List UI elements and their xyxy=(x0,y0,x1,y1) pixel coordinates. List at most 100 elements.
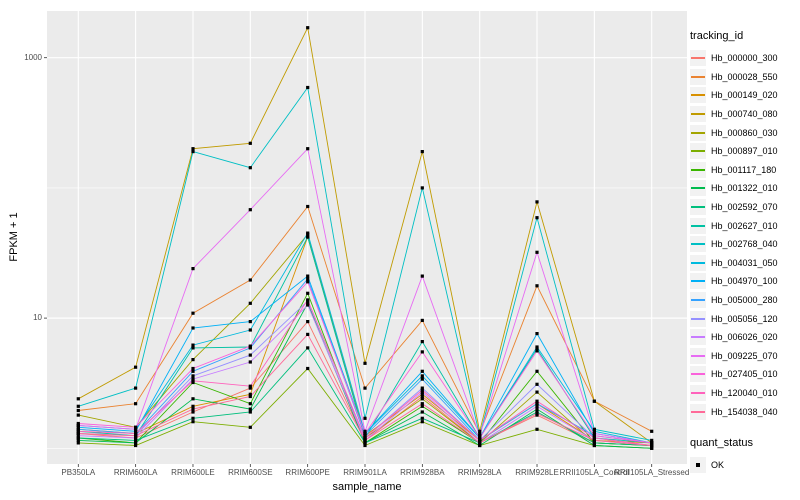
x-tick-label-RRIM600LE: RRIM600LE xyxy=(171,468,215,477)
legend-key-box xyxy=(690,124,706,141)
data-point xyxy=(306,366,310,371)
data-point xyxy=(592,427,596,431)
legend-label: Hb_027405_010 xyxy=(711,369,778,380)
legend-label: Hb_004970_100 xyxy=(711,276,778,287)
data-point xyxy=(306,235,310,239)
legend-entry-Hb_000897_010: Hb_000897_010 xyxy=(690,142,798,161)
data-point xyxy=(306,303,310,307)
legend-label: Hb_000149_020 xyxy=(711,90,778,101)
legend-label: Hb_009225_070 xyxy=(711,350,778,361)
legend-line-icon xyxy=(691,373,705,376)
data-point xyxy=(420,150,424,154)
data-point xyxy=(76,427,80,431)
data-point xyxy=(248,320,252,324)
data-point xyxy=(478,438,482,442)
data-point xyxy=(420,369,424,373)
data-point xyxy=(306,332,310,336)
data-point xyxy=(650,441,654,445)
legend-entry-Hb_000000_300: Hb_000000_300 xyxy=(690,49,798,68)
data-point xyxy=(363,438,367,442)
data-point xyxy=(420,274,424,278)
data-point xyxy=(650,438,654,442)
data-point xyxy=(363,431,367,436)
data-point xyxy=(134,443,138,448)
data-point xyxy=(363,361,367,365)
data-point xyxy=(248,407,252,411)
data-point xyxy=(248,392,252,396)
data-point xyxy=(535,216,539,220)
data-point xyxy=(478,436,482,440)
legend-line-icon xyxy=(691,131,705,134)
y-axis-title: FPKM + 1 xyxy=(8,212,20,262)
data-point xyxy=(191,416,195,420)
legend-entry-Hb_154038_040: Hb_154038_040 xyxy=(690,402,798,421)
data-point xyxy=(363,443,367,448)
data-point xyxy=(134,425,138,429)
legend-entry-Hb_002768_040: Hb_002768_040 xyxy=(690,235,798,254)
legend-entry-quant-ok: OK xyxy=(690,456,798,475)
data-point xyxy=(306,277,310,281)
legend-key-box xyxy=(690,161,706,178)
data-point xyxy=(248,166,252,170)
x-tick-label-RRIM600PE: RRIM600PE xyxy=(285,468,330,477)
legend-label: Hb_000897_010 xyxy=(711,146,778,157)
data-point xyxy=(306,291,310,295)
data-point xyxy=(306,204,310,209)
data-point xyxy=(306,26,310,30)
data-point xyxy=(191,267,195,271)
x-axis-title: sample_name xyxy=(332,481,402,493)
data-point xyxy=(191,374,195,378)
legend-line-icon xyxy=(691,317,705,320)
legend-line-icon xyxy=(691,354,705,357)
legend-label: Hb_000860_030 xyxy=(711,127,778,138)
legend-key-box xyxy=(690,273,706,290)
legend-line-icon xyxy=(691,150,705,153)
legend-entry-Hb_002627_010: Hb_002627_010 xyxy=(690,216,798,235)
legend-entries: Hb_000000_300 Hb_000028_550 Hb_000149_020 H… xyxy=(690,49,798,421)
legend-label: Hb_006026_020 xyxy=(711,332,778,343)
data-point xyxy=(191,369,195,373)
legend-entry-Hb_000740_080: Hb_000740_080 xyxy=(690,105,798,124)
data-point xyxy=(420,388,424,392)
data-point xyxy=(592,436,596,440)
y-tick-label-10: 10 xyxy=(33,313,42,323)
data-point xyxy=(420,402,424,406)
data-point xyxy=(191,397,195,401)
data-point xyxy=(191,380,195,385)
data-point xyxy=(191,366,195,371)
data-point xyxy=(478,431,482,436)
data-point xyxy=(248,301,252,305)
legend-key-box xyxy=(690,87,706,104)
legend-key-box xyxy=(690,68,706,85)
legend-label: Hb_000000_300 xyxy=(711,53,778,64)
legend-label: Hb_154038_040 xyxy=(711,406,778,417)
x-tick-label-RRIM928LA: RRIM928LA xyxy=(457,468,502,477)
legend-entry-Hb_001117_180: Hb_001117_180 xyxy=(690,161,798,180)
legend-entry-Hb_004970_100: Hb_004970_100 xyxy=(690,272,798,291)
legend-key-box xyxy=(690,403,706,420)
legend-key-box xyxy=(690,199,706,216)
legend-line-icon xyxy=(691,299,705,302)
data-point xyxy=(76,408,80,413)
legend-line-icon xyxy=(691,410,705,413)
x-tick-label-RRIM600SE: RRIM600SE xyxy=(228,468,273,477)
data-point xyxy=(420,186,424,190)
data-point xyxy=(248,384,252,388)
legend: tracking_id Hb_000000_300 Hb_000028_550 Hb… xyxy=(690,30,798,474)
legend-line-icon xyxy=(691,168,705,171)
data-point xyxy=(76,438,80,442)
data-point xyxy=(592,429,596,433)
legend-line-icon xyxy=(691,187,705,190)
data-point xyxy=(248,278,252,282)
data-point xyxy=(535,369,539,373)
data-point xyxy=(535,284,539,288)
data-point xyxy=(535,402,539,406)
data-point xyxy=(650,429,654,433)
data-point xyxy=(306,147,310,151)
legend-entry-Hb_006026_020: Hb_006026_020 xyxy=(690,328,798,347)
data-point xyxy=(592,441,596,445)
data-point xyxy=(363,441,367,445)
data-point xyxy=(420,318,424,322)
